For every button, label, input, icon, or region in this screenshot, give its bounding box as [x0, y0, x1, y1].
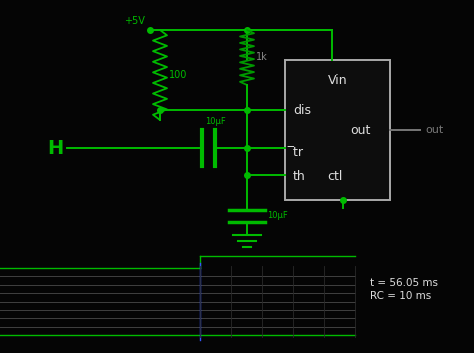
Text: +5V: +5V	[124, 16, 145, 26]
Bar	[285, 60, 390, 200]
Text: 10μF: 10μF	[205, 117, 226, 126]
Text: 100: 100	[169, 70, 187, 80]
Text: H: H	[47, 138, 63, 157]
Text: out: out	[425, 125, 443, 135]
Text: Vin: Vin	[328, 73, 347, 86]
Text: RC = 10 ms: RC = 10 ms	[370, 291, 431, 301]
Text: 10μF: 10μF	[267, 211, 288, 221]
Text: th: th	[293, 170, 306, 183]
Text: ̅tr: ̅tr	[293, 146, 303, 160]
Text: 1k: 1k	[256, 53, 268, 62]
Text: dis: dis	[293, 104, 311, 117]
Text: t = 56.05 ms: t = 56.05 ms	[370, 278, 438, 288]
Text: ctl: ctl	[327, 170, 342, 183]
Text: out: out	[350, 124, 371, 137]
